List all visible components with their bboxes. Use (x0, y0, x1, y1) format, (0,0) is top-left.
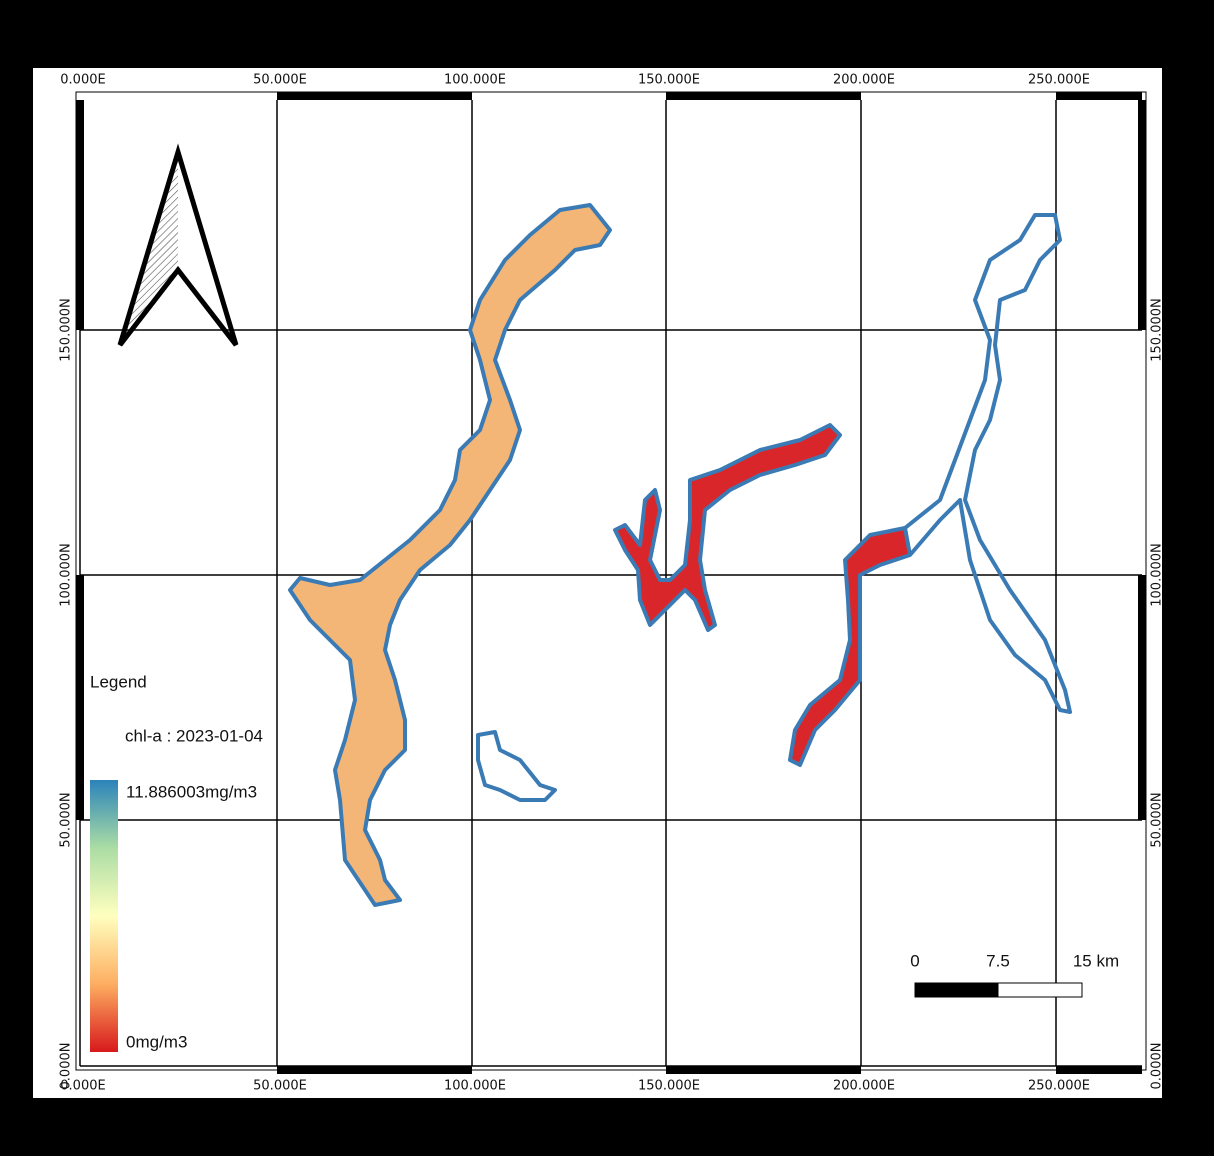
x-coord-label: 50.000E (253, 1079, 307, 1094)
legend-ramp (90, 780, 118, 1052)
border-bar (1138, 575, 1146, 820)
legend-min: 0mg/m3 (126, 1032, 187, 1051)
y-coord-label: 100.000N (59, 543, 74, 606)
y-coord-label: 0.000N (1150, 1043, 1165, 1090)
y-coord-label: 150.000N (1150, 298, 1165, 361)
scale-label: 0 (910, 951, 919, 970)
scale-label: 7.5 (986, 951, 1010, 970)
border-bar (1138, 100, 1146, 330)
border-bar (1056, 92, 1142, 100)
x-coord-label: 50.000E (253, 73, 307, 88)
legend-max: 11.886003mg/m3 (126, 782, 257, 801)
map: Legend chl-a : 2023-01-04 11.886003mg/m3… (0, 0, 1214, 1156)
y-coord-label: 50.000N (59, 792, 74, 847)
scale-segment (915, 983, 998, 997)
y-coord-label: 150.000N (59, 298, 74, 361)
y-coord-label: 50.000N (1150, 792, 1165, 847)
x-coord-label: 150.000E (638, 73, 700, 88)
legend-title: Legend (90, 672, 147, 691)
scale-label: 15 km (1073, 951, 1119, 970)
y-coord-label: 0.000N (59, 1043, 74, 1090)
border-bar (277, 1066, 472, 1074)
x-coord-label: 250.000E (1028, 73, 1090, 88)
scale-segment (998, 983, 1082, 997)
border-bar (277, 92, 472, 100)
legend-layer: chl-a : 2023-01-04 (125, 726, 263, 745)
border-bar (1056, 1066, 1142, 1074)
border-bar (666, 1066, 861, 1074)
x-coord-label: 250.000E (1028, 1079, 1090, 1094)
x-coord-label: 100.000E (444, 1079, 506, 1094)
x-coord-label: 0.000E (60, 73, 105, 88)
border-bar (666, 92, 861, 100)
x-coord-label: 150.000E (638, 1079, 700, 1094)
x-coord-label: 200.000E (833, 1079, 895, 1094)
y-coord-label: 100.000N (1150, 543, 1165, 606)
x-coord-label: 100.000E (444, 73, 506, 88)
x-coord-label: 200.000E (833, 73, 895, 88)
